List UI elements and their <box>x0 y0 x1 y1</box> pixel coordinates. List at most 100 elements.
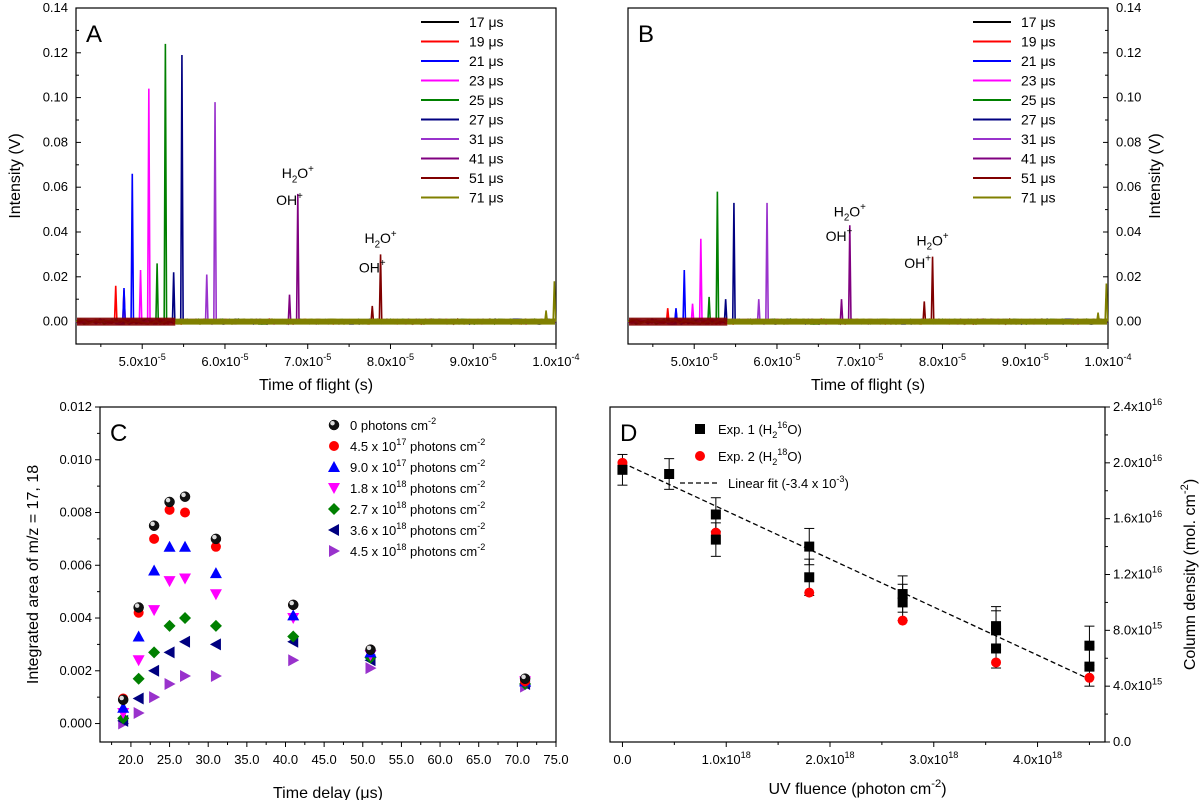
legend-marker <box>328 524 339 536</box>
data-point <box>163 576 176 588</box>
data-point-highlight <box>289 600 294 606</box>
peak-annotation: H2O+ <box>364 229 396 251</box>
legend-marker-highlight <box>330 420 335 426</box>
data-point-highlight <box>366 645 372 651</box>
data-point-exp1 <box>897 589 908 600</box>
legend-marker <box>695 424 705 434</box>
x-tick-label: 8.0x10-5 <box>919 352 966 369</box>
y-axis-label: Intensity (V) <box>7 133 24 218</box>
y-tick-label: 0.00 <box>43 314 68 329</box>
legend-label: 25 μs <box>1021 92 1056 108</box>
data-point <box>148 520 160 531</box>
y-tick-label: 0.04 <box>1116 224 1141 239</box>
x-tick-label: 1.0x10-4 <box>532 352 579 369</box>
data-point <box>163 646 175 659</box>
legend-label: Linear fit (-3.4 x 10-3) <box>728 474 849 491</box>
y-tick-label: 0.000 <box>59 716 92 731</box>
legend-label: 17 μs <box>469 14 504 30</box>
legend-marker <box>328 419 340 431</box>
plot-frame <box>609 406 1106 743</box>
data-point <box>287 630 300 643</box>
y-tick-label: 0.012 <box>59 399 92 414</box>
x-tick-label: 65.0 <box>466 752 491 767</box>
peak-annotation: H2O+ <box>834 202 866 224</box>
y-tick-label: 2.0x1016 <box>1113 453 1162 470</box>
legend-marker <box>329 441 339 451</box>
x-tick-label: 20.0 <box>118 752 143 767</box>
data-point <box>179 612 192 625</box>
data-point <box>287 599 299 611</box>
data-point <box>209 589 222 601</box>
y-tick-label: 0.12 <box>43 45 68 60</box>
data-point <box>132 655 145 667</box>
data-point <box>287 609 300 621</box>
peak-annotation: OH+ <box>904 254 931 271</box>
y-axis-label: Column density (mol. cm-2) <box>1179 479 1199 670</box>
panel-letter: A <box>86 21 102 48</box>
data-point <box>365 662 377 675</box>
data-point-highlight <box>212 534 217 540</box>
data-point <box>210 541 221 552</box>
data-point <box>148 646 161 659</box>
y-tick-label: 0.08 <box>1116 134 1141 149</box>
y-tick-label: 0.08 <box>43 134 68 149</box>
x-tick-label: 1.0x10-4 <box>1084 352 1131 369</box>
x-tick-label: 55.0 <box>389 752 414 767</box>
plot-frame <box>627 7 1109 345</box>
y-tick-label: 0.14 <box>1116 0 1141 15</box>
data-point-highlight <box>134 603 140 608</box>
data-point <box>163 619 176 632</box>
y-tick-label: 0.0 <box>1113 734 1131 749</box>
y-tick-label: 0.10 <box>43 90 68 105</box>
x-tick-label: 30.0 <box>196 752 221 767</box>
x-tick-label: 9.0x10-5 <box>1002 352 1049 369</box>
legend-label: 3.6 x 1018 photons cm-2 <box>350 521 485 538</box>
legend-marker <box>328 483 340 494</box>
peak-annotation: OH+ <box>359 258 386 275</box>
x-tick-label: 25.0 <box>157 752 182 767</box>
legend-marker <box>695 451 705 461</box>
legend-label: 41 μs <box>469 151 504 167</box>
data-point <box>149 691 161 704</box>
data-point-exp1 <box>1084 661 1095 672</box>
data-point-exp1 <box>710 509 721 520</box>
x-tick-label: 3.0x1018 <box>909 750 958 767</box>
legend-label: 41 μs <box>1021 151 1056 167</box>
panel-a-chart: 0.00 0.02 0.04 0.06 0.08 0.10 0.12 0.14 5.0x10-5… <box>7 0 580 394</box>
y-tick-label: 0.002 <box>59 663 92 678</box>
data-point-exp1 <box>804 541 815 552</box>
data-point-exp2 <box>1084 672 1095 683</box>
legend-label: 21 μs <box>1021 53 1056 69</box>
legend-label: 27 μs <box>469 112 504 128</box>
data-point <box>365 644 376 655</box>
data-point <box>164 504 175 515</box>
y-tick-label: 2.4x1016 <box>1113 397 1162 414</box>
x-tick-label: 60.0 <box>427 752 452 767</box>
data-point <box>179 635 191 648</box>
legend-label: 23 μs <box>469 73 504 89</box>
data-point-highlight <box>119 695 124 701</box>
x-tick-label: 6.0x10-5 <box>201 352 248 369</box>
x-tick-label: 9.0x10-5 <box>450 352 497 369</box>
data-point <box>179 491 191 502</box>
legend-marker <box>328 461 340 472</box>
data-point <box>164 496 175 508</box>
x-tick-label: 5.0x10-5 <box>119 352 166 369</box>
legend-label: 19 μs <box>1021 34 1056 50</box>
peak-annotation: H2O+ <box>282 164 314 186</box>
legend-marker <box>329 545 340 557</box>
x-tick-label: 75.0 <box>543 752 568 767</box>
data-point <box>210 670 222 683</box>
data-point-exp1 <box>617 464 628 475</box>
panel-letter: C <box>110 420 127 447</box>
legend-label: 31 μs <box>1021 131 1056 147</box>
x-tick-label: 5.0x10-5 <box>671 352 718 369</box>
legend-label: 19 μs <box>469 34 504 50</box>
x-tick-label: 7.0x10-5 <box>836 352 883 369</box>
data-point <box>148 664 160 677</box>
x-tick-label: 6.0x10-5 <box>753 352 800 369</box>
y-tick-label: 0.04 <box>43 224 68 239</box>
data-point <box>132 630 145 642</box>
data-point-highlight <box>165 497 171 503</box>
